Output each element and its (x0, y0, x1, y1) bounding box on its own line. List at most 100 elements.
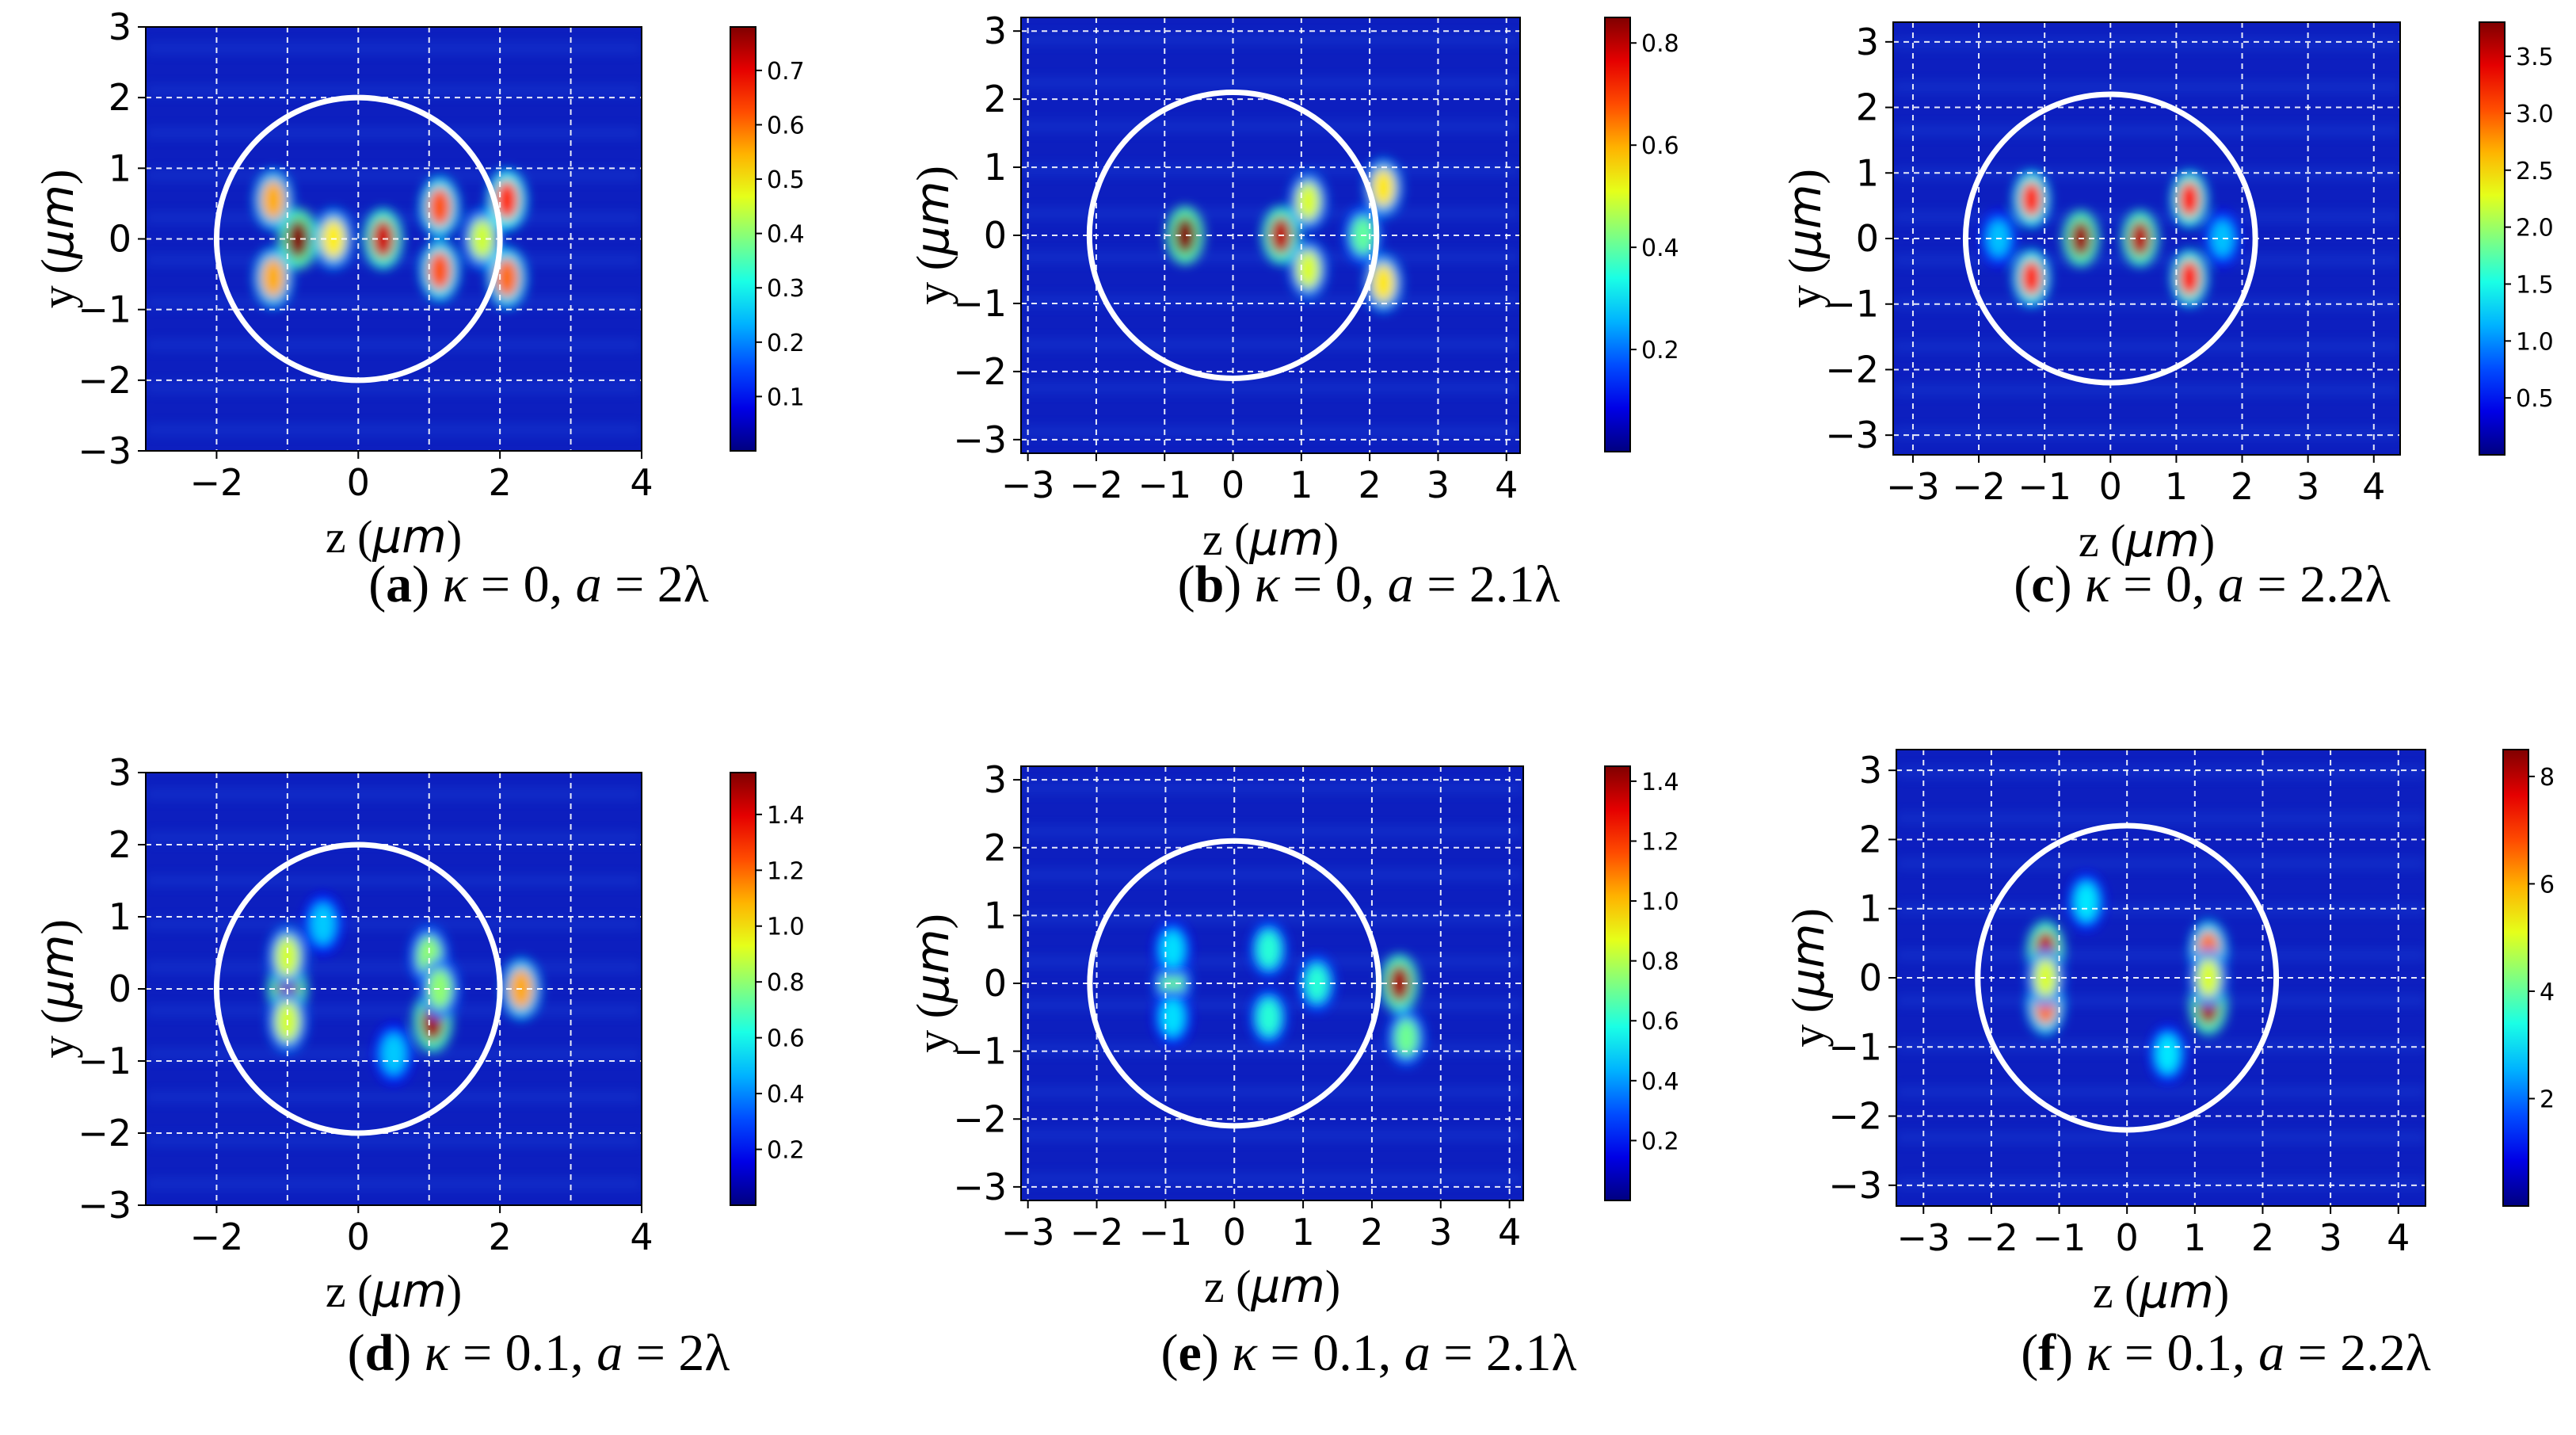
colorbar-tick-label: 2 (2540, 1086, 2555, 1113)
x-tick-label: 2 (1360, 1211, 1383, 1254)
y-tick-label: −3 (953, 418, 1007, 461)
background-ripple (1896, 1132, 2425, 1143)
background-ripple (146, 1178, 642, 1189)
colorbar-tick-label: 1.4 (1641, 769, 1679, 796)
colorbar-tick-label: 0.1 (767, 384, 805, 411)
x-tick-label: 3 (1427, 464, 1450, 506)
y-tick-label: −3 (78, 1184, 131, 1227)
x-tick-label: 2 (1358, 464, 1381, 506)
x-tick-label: −1 (1138, 1211, 1192, 1254)
background-ripple (146, 43, 642, 53)
x-tick-label: −1 (2018, 465, 2071, 508)
hotspot (427, 250, 452, 291)
colorbar-tick-label: 3.0 (2516, 101, 2554, 128)
x-tick-label: −2 (1070, 1211, 1124, 1254)
hotspot (261, 258, 286, 298)
background-ripple (1021, 34, 1520, 44)
x-tick-label: −3 (1886, 465, 1940, 508)
y-tick-label: 3 (984, 10, 1007, 52)
x-axis-title: z (μm) (1202, 512, 1339, 566)
y-axis-title: y (μm) (905, 914, 959, 1053)
background-ripple (1021, 1130, 1523, 1140)
background-ripple (146, 832, 642, 842)
y-tick-label: 0 (1856, 217, 1879, 260)
panel-caption: (f) κ = 0.1, a = 2.2λ (2021, 1324, 2431, 1382)
y-tick-label: −3 (1828, 1164, 1882, 1207)
background-ripple (1021, 383, 1520, 393)
y-axis-title: y (μm) (905, 166, 959, 305)
background-ripple (1896, 1087, 2425, 1097)
colorbar-tick-label: 0.5 (2516, 385, 2554, 413)
background-ripple (1021, 826, 1523, 837)
y-tick-label: −1 (1825, 283, 1879, 326)
colorbar-tick-label: 0.7 (767, 58, 805, 86)
x-tick-label: 4 (2387, 1216, 2410, 1259)
sphere-boundary (213, 94, 503, 384)
y-tick-label: 0 (1859, 956, 1882, 999)
background-ripple (1896, 767, 2425, 777)
colorbar-tick-label: 0.8 (1641, 30, 1679, 58)
y-tick-label: 2 (109, 823, 131, 866)
hotspot (381, 1033, 406, 1074)
hotspot (1387, 964, 1412, 1002)
y-tick-label: 3 (984, 758, 1007, 801)
x-tick-label: 4 (1495, 464, 1518, 506)
x-tick-label: 0 (2099, 465, 2122, 508)
hotspot (1296, 181, 1320, 221)
y-tick-label: 2 (1859, 818, 1882, 861)
background-ripple (1893, 169, 2400, 179)
y-tick-label: −3 (953, 1166, 1007, 1208)
colorbar-tick-label: 2.0 (2516, 215, 2554, 242)
y-tick-label: −2 (78, 1112, 131, 1154)
colorbar-tick-label: 4 (2540, 979, 2555, 1006)
y-tick-label: −1 (1828, 1025, 1882, 1068)
hotspot (1296, 250, 1320, 289)
background-ripple (1021, 783, 1523, 793)
x-tick-label: 4 (630, 1216, 653, 1258)
x-tick-label: 4 (1498, 1211, 1521, 1254)
colorbar-tick-label: 0.6 (767, 1025, 805, 1053)
hotspot (2075, 882, 2098, 922)
background-ripple (146, 1135, 642, 1146)
x-tick-label: 4 (2362, 465, 2385, 508)
colorbar-tick-label: 1.0 (1641, 888, 1679, 916)
x-tick-label: −3 (1896, 1216, 1950, 1259)
hotspot (311, 903, 335, 945)
hotspot (427, 187, 452, 227)
x-tick-label: 0 (2116, 1216, 2139, 1259)
x-tick-label: 0 (347, 461, 370, 504)
hotspot (2020, 181, 2043, 218)
y-tick-label: 0 (984, 214, 1007, 257)
colorbar-tick-label: 0.4 (1641, 1068, 1679, 1096)
y-tick-label: −3 (78, 429, 131, 472)
x-tick-label: −1 (1137, 464, 1191, 506)
x-tick-label: 1 (2183, 1216, 2206, 1259)
x-tick-label: −2 (1964, 1216, 2018, 1259)
x-tick-label: 0 (347, 1216, 370, 1258)
x-tick-label: 2 (2251, 1216, 2274, 1259)
y-tick-label: −1 (78, 288, 131, 331)
background-ripple (1896, 813, 2425, 823)
colorbar (730, 772, 756, 1206)
y-tick-label: 1 (1859, 887, 1882, 930)
colorbar-tick-label: 0.4 (767, 1081, 805, 1109)
x-tick-label: 3 (1429, 1211, 1452, 1254)
colorbar-tick-label: 2.5 (2516, 158, 2554, 185)
y-tick-label: 0 (109, 218, 131, 261)
y-tick-label: 1 (109, 147, 131, 189)
y-tick-label: −2 (1828, 1095, 1882, 1138)
colorbar-tick-label: 0.4 (767, 221, 805, 249)
colorbar (1604, 17, 1631, 452)
colorbar-tick-label: 0.8 (767, 969, 805, 997)
y-tick-label: 3 (109, 751, 131, 794)
panel-caption: (d) κ = 0.1, a = 2λ (347, 1324, 730, 1382)
x-axis-title: z (μm) (326, 510, 462, 563)
y-tick-label: −2 (1825, 348, 1879, 391)
background-ripple (1893, 82, 2400, 92)
x-tick-label: 1 (2165, 465, 2188, 508)
y-axis-title: y (μm) (30, 170, 84, 309)
heatmap-background (1896, 750, 2425, 1206)
y-tick-label: 0 (109, 967, 131, 1010)
